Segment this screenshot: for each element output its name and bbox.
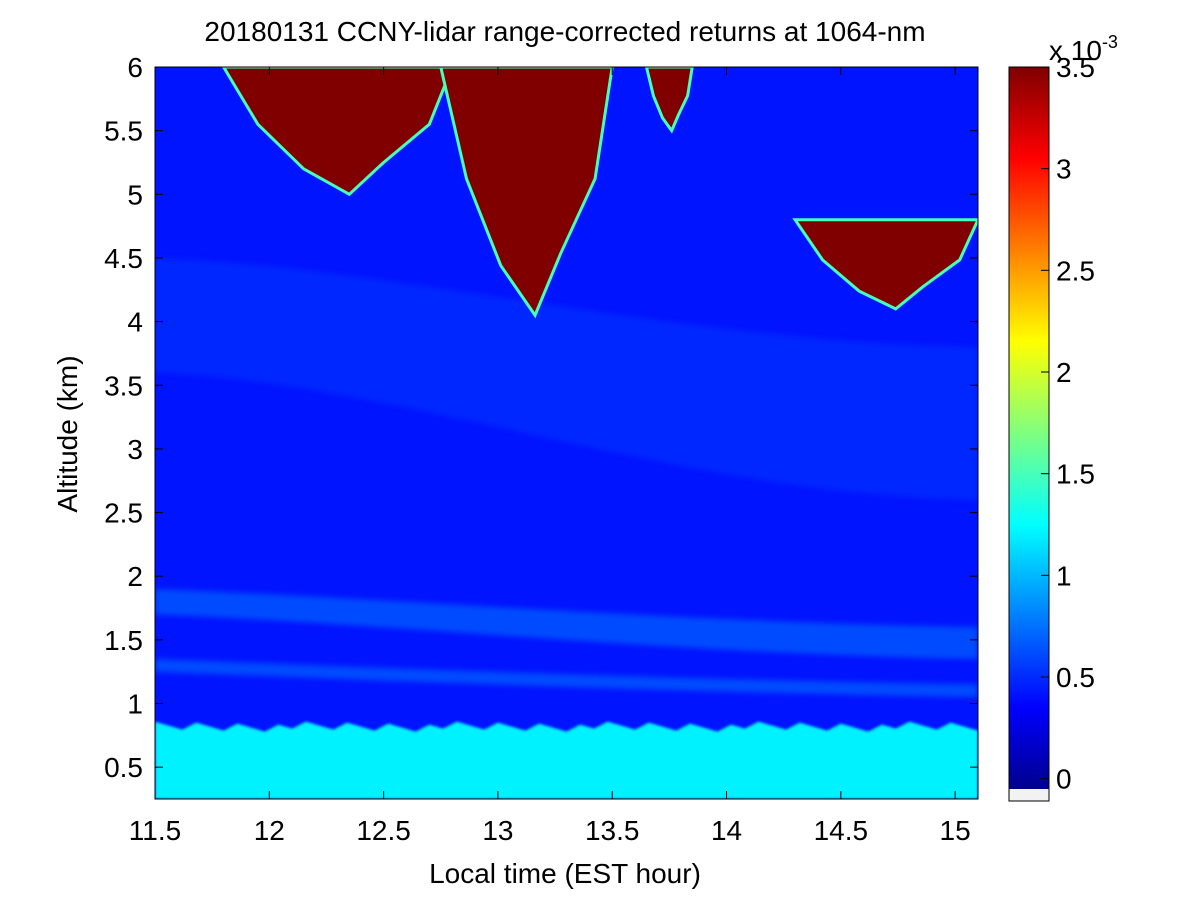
x-axis-label: Local time (EST hour): [429, 858, 701, 889]
series-5-cloud: [439, 67, 614, 319]
colorbar-multiplier: x 10-3: [1049, 32, 1118, 66]
colorbar-tick-label: 1: [1056, 560, 1072, 591]
y-tick-label: 0.5: [104, 752, 143, 783]
x-tick-label: 12: [254, 815, 285, 846]
colorbar: 0 0.5 1 1.5 2 2.5 3 3.5 x 10-3: [1008, 32, 1118, 802]
y-axis-label: Altitude (km): [52, 355, 83, 512]
colorbar-multiplier-exponent: -3: [1102, 32, 1118, 52]
x-axis: 11.5 12 12.5 13 13.5 14 14.5 15: [129, 67, 971, 846]
colorbar-underflow-swatch: [1009, 789, 1049, 801]
x-tick-label: 13.5: [585, 815, 640, 846]
series-1-elevated-aerosol-layer: [155, 588, 978, 659]
y-axis: 0.5 1 1.5 2 2.5 3 3.5 4 4.5 5 5.5 6: [104, 52, 978, 783]
y-tick-label: 6: [127, 52, 143, 83]
colorbar-tick-label: 2: [1056, 357, 1072, 388]
y-tick-label: 4.5: [104, 243, 143, 274]
x-tick-label: 15: [940, 815, 971, 846]
series-0-surface-aerosol-layer: [155, 721, 978, 799]
colorbar-gradient: [1009, 67, 1049, 799]
colorbar-tick-label: 0.5: [1056, 662, 1095, 693]
y-tick-label: 2.5: [104, 498, 143, 529]
plot-frame: [154, 66, 979, 800]
y-tick-label: 5: [127, 179, 143, 210]
y-tick-label: 3.5: [104, 370, 143, 401]
x-tick-label: 13: [482, 815, 513, 846]
colorbar-tick-label: 1.5: [1056, 459, 1095, 490]
series-6-cloud: [644, 67, 694, 134]
x-tick-label: 11.5: [129, 815, 181, 846]
series-2-elevated-aerosol-layer: [155, 658, 978, 698]
y-tick-label: 1.5: [104, 625, 143, 656]
x-tick-label: 14.5: [814, 815, 869, 846]
colorbar-multiplier-base: x 10: [1049, 35, 1102, 66]
series-7-cloud: [792, 218, 978, 311]
colorbar-tick-label: 3: [1056, 154, 1072, 185]
colorbar-frame: [1008, 66, 1050, 802]
colorbar-tick-label: 2.5: [1056, 255, 1095, 286]
x-tick-label: 14: [711, 815, 742, 846]
colorbar-ticks: 0 0.5 1 1.5 2 2.5 3 3.5: [1041, 52, 1095, 795]
colorbar-tick-label: 0: [1056, 764, 1072, 795]
y-tick-label: 5.5: [104, 116, 143, 147]
y-tick-label: 2: [127, 561, 143, 592]
y-tick-label: 3: [127, 434, 143, 465]
y-tick-label: 1: [127, 689, 143, 720]
colorbar-tick-label: 3.5: [1056, 52, 1095, 83]
heatmap-plot-area: [155, 67, 978, 799]
y-tick-label: 4: [127, 307, 143, 338]
series-3-free-troposphere-layer: [155, 257, 978, 500]
x-tick-label: 12.5: [356, 815, 411, 846]
chart-title: 20180131 CCNY-lidar range-corrected retu…: [204, 16, 925, 47]
